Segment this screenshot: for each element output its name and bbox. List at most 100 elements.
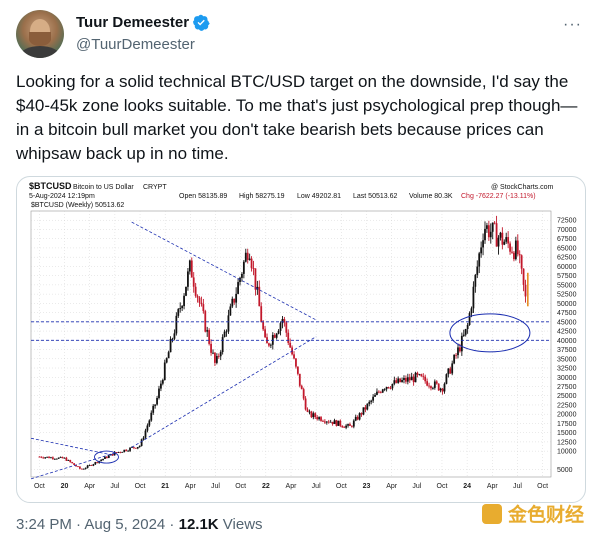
candle-body [142,437,145,440]
candle-body [383,389,386,390]
candle-body [67,460,70,461]
watermark: 金色财经 [482,500,584,527]
candle-body [281,319,284,324]
candle-body [123,449,126,453]
candle-body [457,347,459,356]
chart-symbol: $BTCUSD [29,181,72,191]
candle-body [435,381,438,384]
candle-body [138,445,141,447]
avatar[interactable] [16,10,64,58]
candle-body [214,352,216,363]
candle-body [246,252,249,260]
candle-body [61,456,64,459]
candle-body [511,251,513,253]
x-tick-label: Oct [437,483,448,490]
y-tick-label: 57500 [557,273,577,280]
x-tick-label: Jul [412,483,421,490]
candle-body [269,344,272,346]
candle-body [204,311,207,332]
candle-body [343,426,346,428]
candle-body [295,358,297,367]
candle-body [198,297,201,303]
candle-body [308,411,311,413]
x-tick-label: Oct [135,483,146,490]
chart-high: High 58275.19 [239,193,285,200]
y-tick-label: 62500 [557,255,577,262]
candle-body [296,366,299,374]
y-tick-label: 60000 [557,264,577,271]
candle-body [283,319,286,323]
candle-body [341,425,344,427]
candle-body [405,377,407,382]
x-tick-label: Jul [513,483,522,490]
candle-body [385,387,388,390]
candle-body [252,268,255,270]
candle-body [231,298,234,307]
candle-body [470,308,473,314]
views-label: Views [218,516,263,533]
candle-body [129,447,131,451]
watermark-text: 金色财经 [508,505,585,526]
candle-body [233,298,236,303]
candle-body [432,387,434,389]
candle-body [524,284,527,297]
candle-body [401,379,403,383]
x-tick-label: 22 [262,483,270,490]
candle-body [484,228,486,241]
candle-body [38,456,41,458]
tweet-header: Tuur Demeester @TuurDemeester ··· [16,10,584,58]
author-handle[interactable]: @TuurDemeester [76,36,195,53]
candle-body [293,354,295,359]
candle-body [503,241,506,245]
candle-body [397,378,400,383]
candle-body [136,446,139,449]
breakout-ellipse [94,450,119,464]
author-name[interactable]: Tuur Demeester [76,14,190,31]
tweet-timestamp[interactable]: 3:24 PM · Aug 5, 2024 · [16,516,179,533]
candle-body [514,240,517,260]
x-tick-label: Jul [211,483,220,490]
candle-body [152,405,155,413]
x-tick-label: Oct [34,483,45,490]
candle-body [306,409,309,412]
candle-body [215,356,218,363]
y-tick-label: 50000 [557,301,577,308]
candle-body [302,389,305,399]
candle-body [408,377,411,381]
candle-body [516,240,519,255]
y-tick-label: 55000 [557,282,577,289]
x-tick-label: Apr [487,483,499,490]
candle-body [115,452,118,453]
candle-body [381,389,384,393]
candle-body [316,417,319,420]
candle-body [377,391,380,393]
candle-body [163,362,166,381]
candle-body [273,334,276,338]
candle-body [300,385,303,390]
btc-weekly-chart: 5000 10000 12500 15000 17500 20000 22500 25000 2… [29,181,577,490]
candle-body [422,376,425,378]
chart-open: Open 58135.89 [179,193,227,200]
candle-body [212,352,214,354]
candle-body [443,383,446,392]
candle-body [364,407,367,410]
candle-body [354,416,357,421]
candle-body [428,385,430,387]
candle-body [474,274,477,287]
candle-body [161,380,164,384]
candle-body [208,330,211,344]
x-tick-label: Apr [185,483,197,490]
candle-body [350,425,353,427]
candle-body [468,313,471,325]
candle-body [312,413,315,418]
candle-body [497,237,500,247]
candle-body [262,322,265,330]
chart-image[interactable]: 5000 10000 12500 15000 17500 20000 22500 25000 2… [16,176,586,503]
candle-body [169,338,172,353]
more-options-icon[interactable]: ··· [563,16,582,33]
candle-body [185,286,187,296]
y-tick-label: 52500 [557,292,577,299]
candle-body [53,458,56,460]
candle-body [406,377,409,382]
verified-badge-icon [193,14,210,31]
